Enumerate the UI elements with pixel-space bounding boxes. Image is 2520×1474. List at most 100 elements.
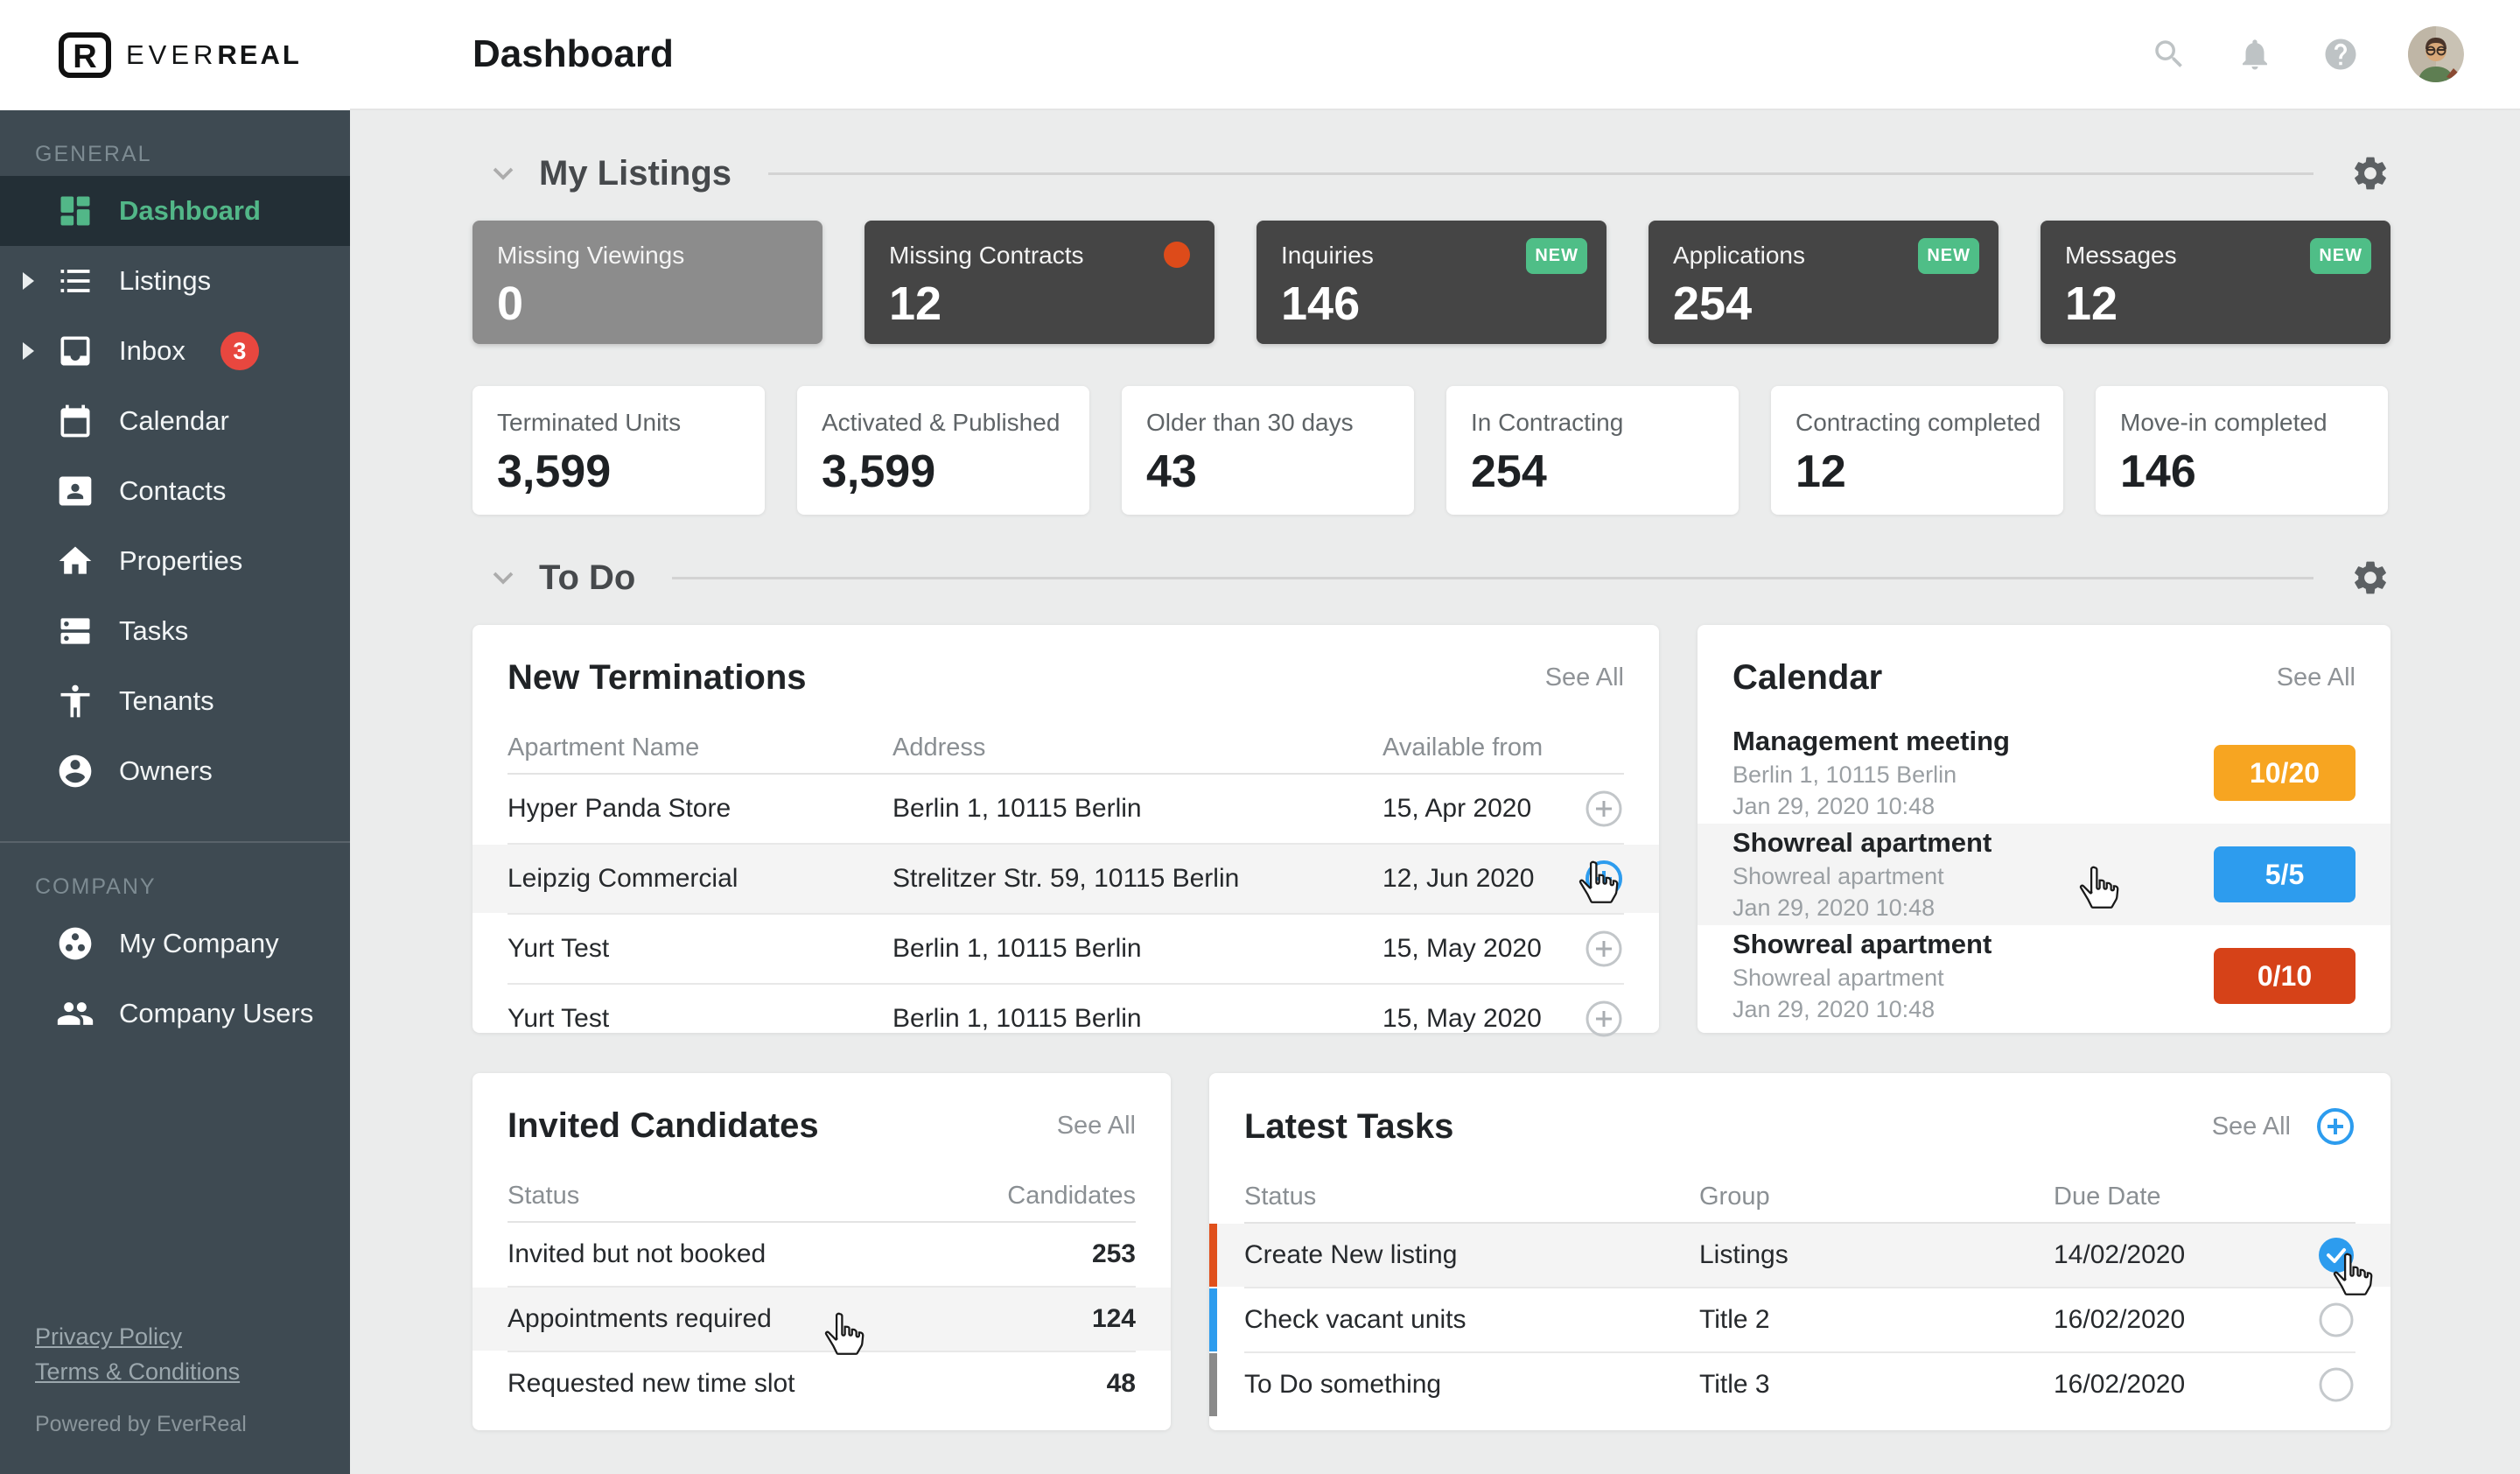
- add-plus-icon[interactable]: [1584, 859, 1624, 899]
- sidebar-item-label: Tasks: [119, 615, 189, 646]
- column-available-from: Available from: [1382, 733, 1544, 762]
- add-plus-icon[interactable]: [1584, 999, 1624, 1039]
- sidebar-section-general: GENERAL: [35, 142, 152, 166]
- termination-row[interactable]: Yurt Test Berlin 1, 10115 Berlin 15, May…: [472, 985, 1659, 1053]
- task-group-cell: Title 3: [1699, 1370, 1770, 1399]
- row-separator: [1244, 1287, 2356, 1288]
- sidebar-divider: [0, 841, 350, 843]
- task-due-date-cell: 14/02/2020: [2054, 1240, 2186, 1269]
- section-rule: [672, 576, 2314, 579]
- task-row[interactable]: Check vacant units Title 2 16/02/2020: [1209, 1288, 2390, 1351]
- search-icon[interactable]: [2151, 36, 2188, 73]
- event-datetime: Jan 29, 2020 10:48: [1732, 895, 1936, 921]
- card-value: 3,599: [497, 446, 612, 497]
- calendar-event-row[interactable]: Showreal apartment Showreal apartment Ja…: [1698, 925, 2390, 1027]
- task-row[interactable]: Create New listing Listings 14/02/2020: [1209, 1224, 2390, 1287]
- card-missing-viewings[interactable]: Missing Viewings 0: [472, 221, 822, 344]
- task-priority-bar: [1209, 1353, 1217, 1416]
- everreal-logo-icon: R: [58, 32, 112, 79]
- task-priority-bar: [1209, 1288, 1217, 1351]
- table-header-rule: [508, 773, 1624, 775]
- calendar-event-row[interactable]: Showreal apartment Showreal apartment Ja…: [1698, 824, 2390, 925]
- event-count-badge: 0/10: [2214, 948, 2356, 1004]
- status-cell: Appointments required: [508, 1304, 772, 1333]
- card-label: Missing Contracts: [889, 242, 1084, 269]
- terms-conditions-link[interactable]: Terms & Conditions: [35, 1358, 241, 1385]
- latest-tasks-panel: Latest Tasks See All Status Group Due Da…: [1209, 1073, 2390, 1430]
- card-terminated-units[interactable]: Terminated Units 3,599: [472, 386, 765, 515]
- termination-row[interactable]: Yurt Test Berlin 1, 10115 Berlin 15, May…: [472, 915, 1659, 983]
- card-value: 0: [497, 277, 524, 330]
- card-messages[interactable]: Messages 12 NEW: [2040, 221, 2390, 344]
- card-label: Inquiries: [1281, 242, 1374, 269]
- card-activated-published[interactable]: Activated & Published 3,599: [797, 386, 1089, 515]
- candidate-status-row[interactable]: Invited but not booked 253: [472, 1223, 1171, 1286]
- notifications-bell-icon[interactable]: [2236, 36, 2273, 73]
- sidebar-item-properties[interactable]: Properties: [0, 526, 350, 596]
- add-task-plus-icon[interactable]: [2315, 1106, 2356, 1147]
- panel-title: Latest Tasks: [1244, 1106, 1454, 1146]
- card-label: Missing Viewings: [497, 242, 685, 269]
- card-label: Applications: [1673, 242, 1805, 269]
- settings-gear-icon[interactable]: [2350, 558, 2390, 598]
- card-move-in-completed[interactable]: Move-in completed 146: [2096, 386, 2388, 515]
- sidebar-item-owners[interactable]: Owners: [0, 736, 350, 806]
- new-badge: NEW: [1526, 238, 1587, 274]
- card-missing-contracts[interactable]: Missing Contracts 12: [864, 221, 1214, 344]
- card-older-30-days[interactable]: Older than 30 days 43: [1122, 386, 1414, 515]
- see-all-link[interactable]: See All: [1056, 1112, 1136, 1140]
- task-due-date-cell: 16/02/2020: [2054, 1305, 2186, 1334]
- termination-row[interactable]: Leipzig Commercial Strelitzer Str. 59, 1…: [472, 845, 1659, 913]
- card-in-contracting[interactable]: In Contracting 254: [1446, 386, 1739, 515]
- card-inquiries[interactable]: Inquiries 146 NEW: [1256, 221, 1606, 344]
- card-applications[interactable]: Applications 254 NEW: [1648, 221, 1998, 344]
- sidebar-item-label: Calendar: [119, 405, 229, 436]
- task-check-circle-icon[interactable]: [2317, 1236, 2356, 1274]
- settings-gear-icon[interactable]: [2350, 153, 2390, 193]
- see-all-link[interactable]: See All: [2276, 663, 2356, 691]
- see-all-link[interactable]: See All: [2211, 1112, 2291, 1141]
- candidate-status-row[interactable]: Requested new time slot 48: [472, 1352, 1171, 1415]
- column-address: Address: [892, 733, 986, 762]
- brand-logo[interactable]: R EVERREAL: [0, 0, 350, 110]
- card-label: Contracting completed: [1796, 409, 2041, 436]
- sidebar-item-contacts[interactable]: Contacts: [0, 456, 350, 526]
- calendar-icon: [56, 402, 94, 440]
- calendar-event-row[interactable]: Management meeting Berlin 1, 10115 Berli…: [1698, 722, 2390, 824]
- sidebar-item-tenants[interactable]: Tenants: [0, 666, 350, 736]
- termination-row[interactable]: Hyper Panda Store Berlin 1, 10115 Berlin…: [472, 775, 1659, 843]
- task-row[interactable]: To Do something Title 3 16/02/2020: [1209, 1353, 2390, 1416]
- sidebar-item-dashboard[interactable]: Dashboard: [0, 176, 350, 246]
- add-plus-icon[interactable]: [1584, 789, 1624, 829]
- chevron-down-icon[interactable]: [490, 565, 516, 591]
- apartment-name-cell: Leipzig Commercial: [508, 864, 738, 893]
- tasks-icon: [56, 612, 94, 650]
- sidebar-item-my-company[interactable]: My Company: [0, 909, 350, 979]
- address-cell: Berlin 1, 10115 Berlin: [892, 934, 1142, 963]
- sidebar-item-listings[interactable]: Listings: [0, 246, 350, 316]
- card-contracting-completed[interactable]: Contracting completed 12: [1771, 386, 2063, 515]
- privacy-policy-link[interactable]: Privacy Policy: [35, 1323, 183, 1350]
- chevron-down-icon[interactable]: [490, 160, 516, 186]
- section-rule: [768, 172, 2314, 175]
- sidebar-item-calendar[interactable]: Calendar: [0, 386, 350, 456]
- candidate-status-row[interactable]: Appointments required 124: [472, 1288, 1171, 1351]
- sidebar-item-company-users[interactable]: Company Users: [0, 979, 350, 1049]
- column-status: Status: [508, 1181, 580, 1210]
- help-icon[interactable]: [2322, 36, 2359, 73]
- available-from-cell: 15, May 2020: [1382, 1004, 1542, 1033]
- task-check-circle-icon[interactable]: [2317, 1301, 2356, 1339]
- listing-metric-cards: Missing Viewings 0 Missing Contracts 12 …: [472, 221, 2390, 344]
- task-status-cell: Check vacant units: [1244, 1305, 1466, 1334]
- row-separator: [508, 913, 1624, 915]
- task-status-cell: To Do something: [1244, 1370, 1442, 1399]
- add-plus-icon[interactable]: [1584, 929, 1624, 969]
- see-all-link[interactable]: See All: [1544, 663, 1624, 691]
- sidebar-item-tasks[interactable]: Tasks: [0, 596, 350, 666]
- brand-name: EVERREAL: [126, 39, 302, 71]
- user-avatar[interactable]: [2408, 26, 2464, 82]
- task-status-cell: Create New listing: [1244, 1240, 1458, 1269]
- table-header: Status Group Due Date: [1209, 1171, 2390, 1222]
- sidebar-item-inbox[interactable]: Inbox 3: [0, 316, 350, 386]
- task-check-circle-icon[interactable]: [2317, 1365, 2356, 1404]
